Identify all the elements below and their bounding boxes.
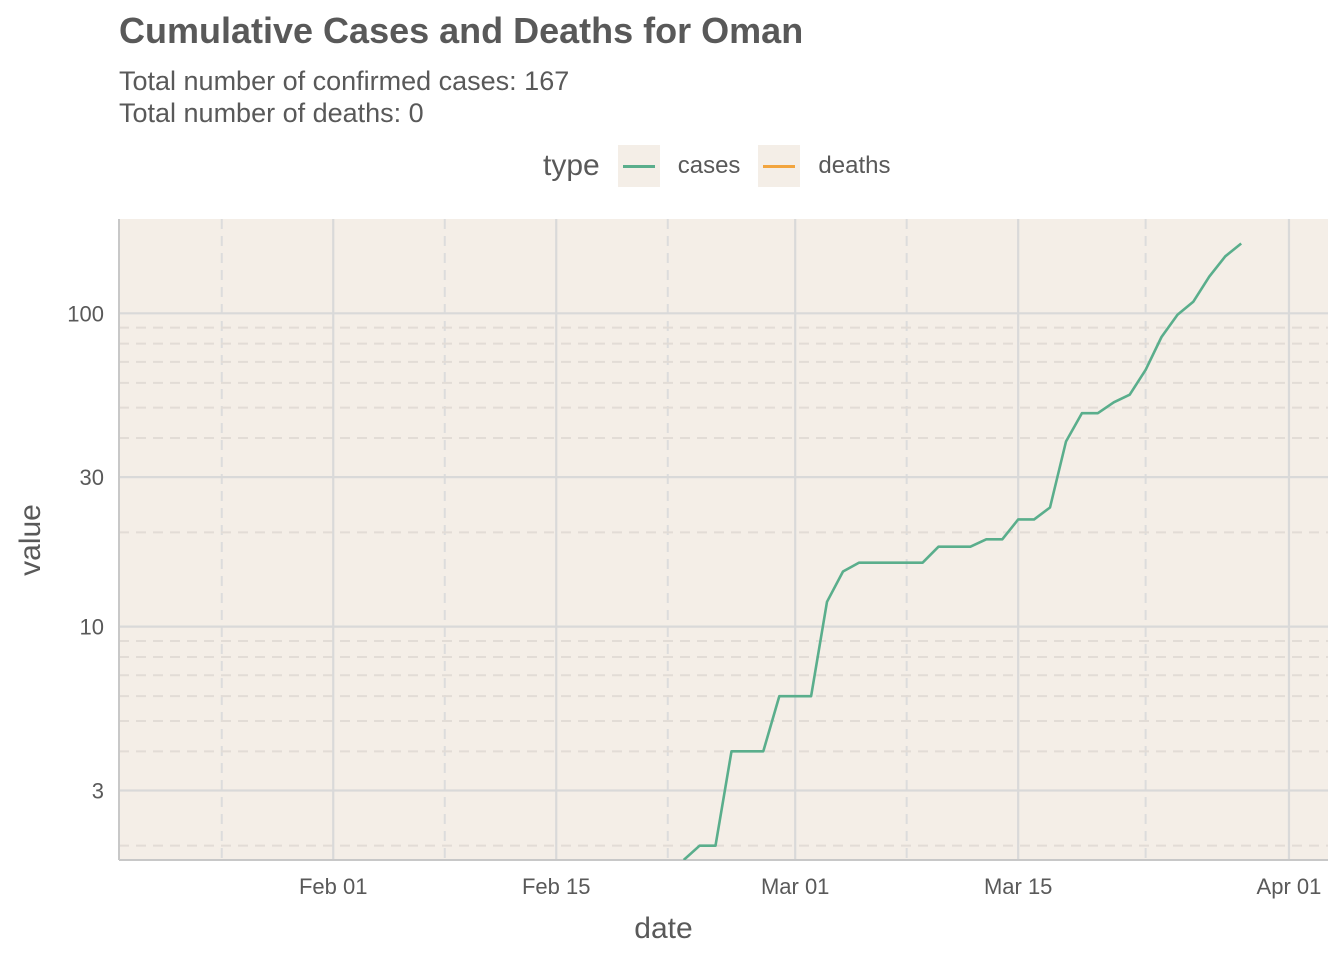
legend-key-deaths (758, 145, 801, 187)
y-tick-label: 30 (80, 465, 104, 490)
x-tick-label: Mar 01 (761, 874, 829, 899)
legend: type cases deaths (543, 144, 908, 188)
plot-panel (119, 219, 1328, 860)
legend-title: type (543, 149, 600, 182)
chart-title: Cumulative Cases and Deaths for Oman (119, 10, 804, 51)
x-tick-label: Feb 01 (299, 874, 368, 899)
legend-label-deaths: deaths (818, 152, 891, 179)
subtitle-deaths: Total number of deaths: 0 (119, 98, 424, 128)
series-line-cases (682, 242, 1243, 860)
y-tick-label: 3 (92, 778, 104, 803)
legend-label-cases: cases (677, 152, 741, 179)
y-tick-label: 100 (67, 301, 104, 326)
x-tick-label: Apr 01 (1257, 874, 1322, 899)
y-tick-label: 10 (80, 615, 104, 640)
y-axis-title: value (14, 504, 47, 576)
x-tick-label: Feb 15 (522, 874, 591, 899)
subtitle-cases: Total number of confirmed cases: 167 (119, 66, 570, 96)
x-tick-label: Mar 15 (984, 874, 1052, 899)
x-axis-title: date (634, 912, 692, 945)
legend-key-cases (617, 145, 660, 187)
